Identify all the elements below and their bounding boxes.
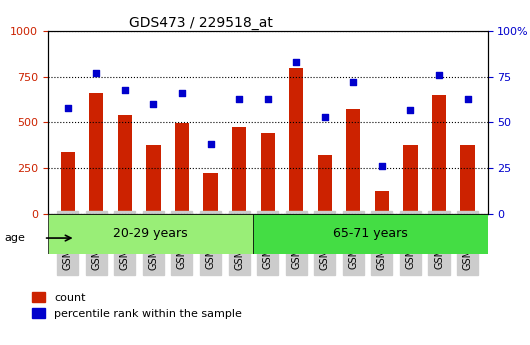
- Bar: [175, 124, 189, 214]
- Text: 20-29 years: 20-29 years: [113, 227, 188, 240]
- Bar: [289, 68, 303, 214]
- Point: [435, 72, 443, 78]
- Text: age: age: [4, 233, 25, 243]
- Legend: count, percentile rank within the sample: count, percentile rank within the sample: [32, 292, 242, 319]
- Bar: [403, 145, 418, 214]
- Point: [406, 107, 414, 112]
- Bar: [232, 127, 246, 214]
- Bar: [204, 173, 218, 214]
- Point: [321, 114, 329, 120]
- Point: [64, 105, 72, 111]
- Point: [178, 90, 186, 96]
- Bar: [146, 145, 161, 214]
- Bar: [346, 109, 360, 214]
- Text: GDS473 / 229518_at: GDS473 / 229518_at: [129, 16, 273, 30]
- Point: [206, 142, 215, 147]
- Point: [235, 96, 243, 101]
- Bar: [317, 155, 332, 214]
- Text: 65-71 years: 65-71 years: [333, 227, 408, 240]
- Point: [378, 164, 386, 169]
- Bar: [89, 93, 103, 214]
- Bar: [261, 134, 275, 214]
- Point: [263, 96, 272, 101]
- Point: [149, 101, 157, 107]
- FancyBboxPatch shape: [48, 214, 253, 254]
- Bar: [118, 115, 132, 214]
- Bar: [60, 152, 75, 214]
- Point: [292, 59, 301, 65]
- Point: [463, 96, 472, 101]
- Point: [349, 79, 358, 85]
- Point: [92, 70, 101, 76]
- Bar: [432, 95, 446, 214]
- Bar: [461, 145, 475, 214]
- Bar: [375, 191, 389, 214]
- Point: [121, 87, 129, 92]
- FancyBboxPatch shape: [253, 214, 488, 254]
